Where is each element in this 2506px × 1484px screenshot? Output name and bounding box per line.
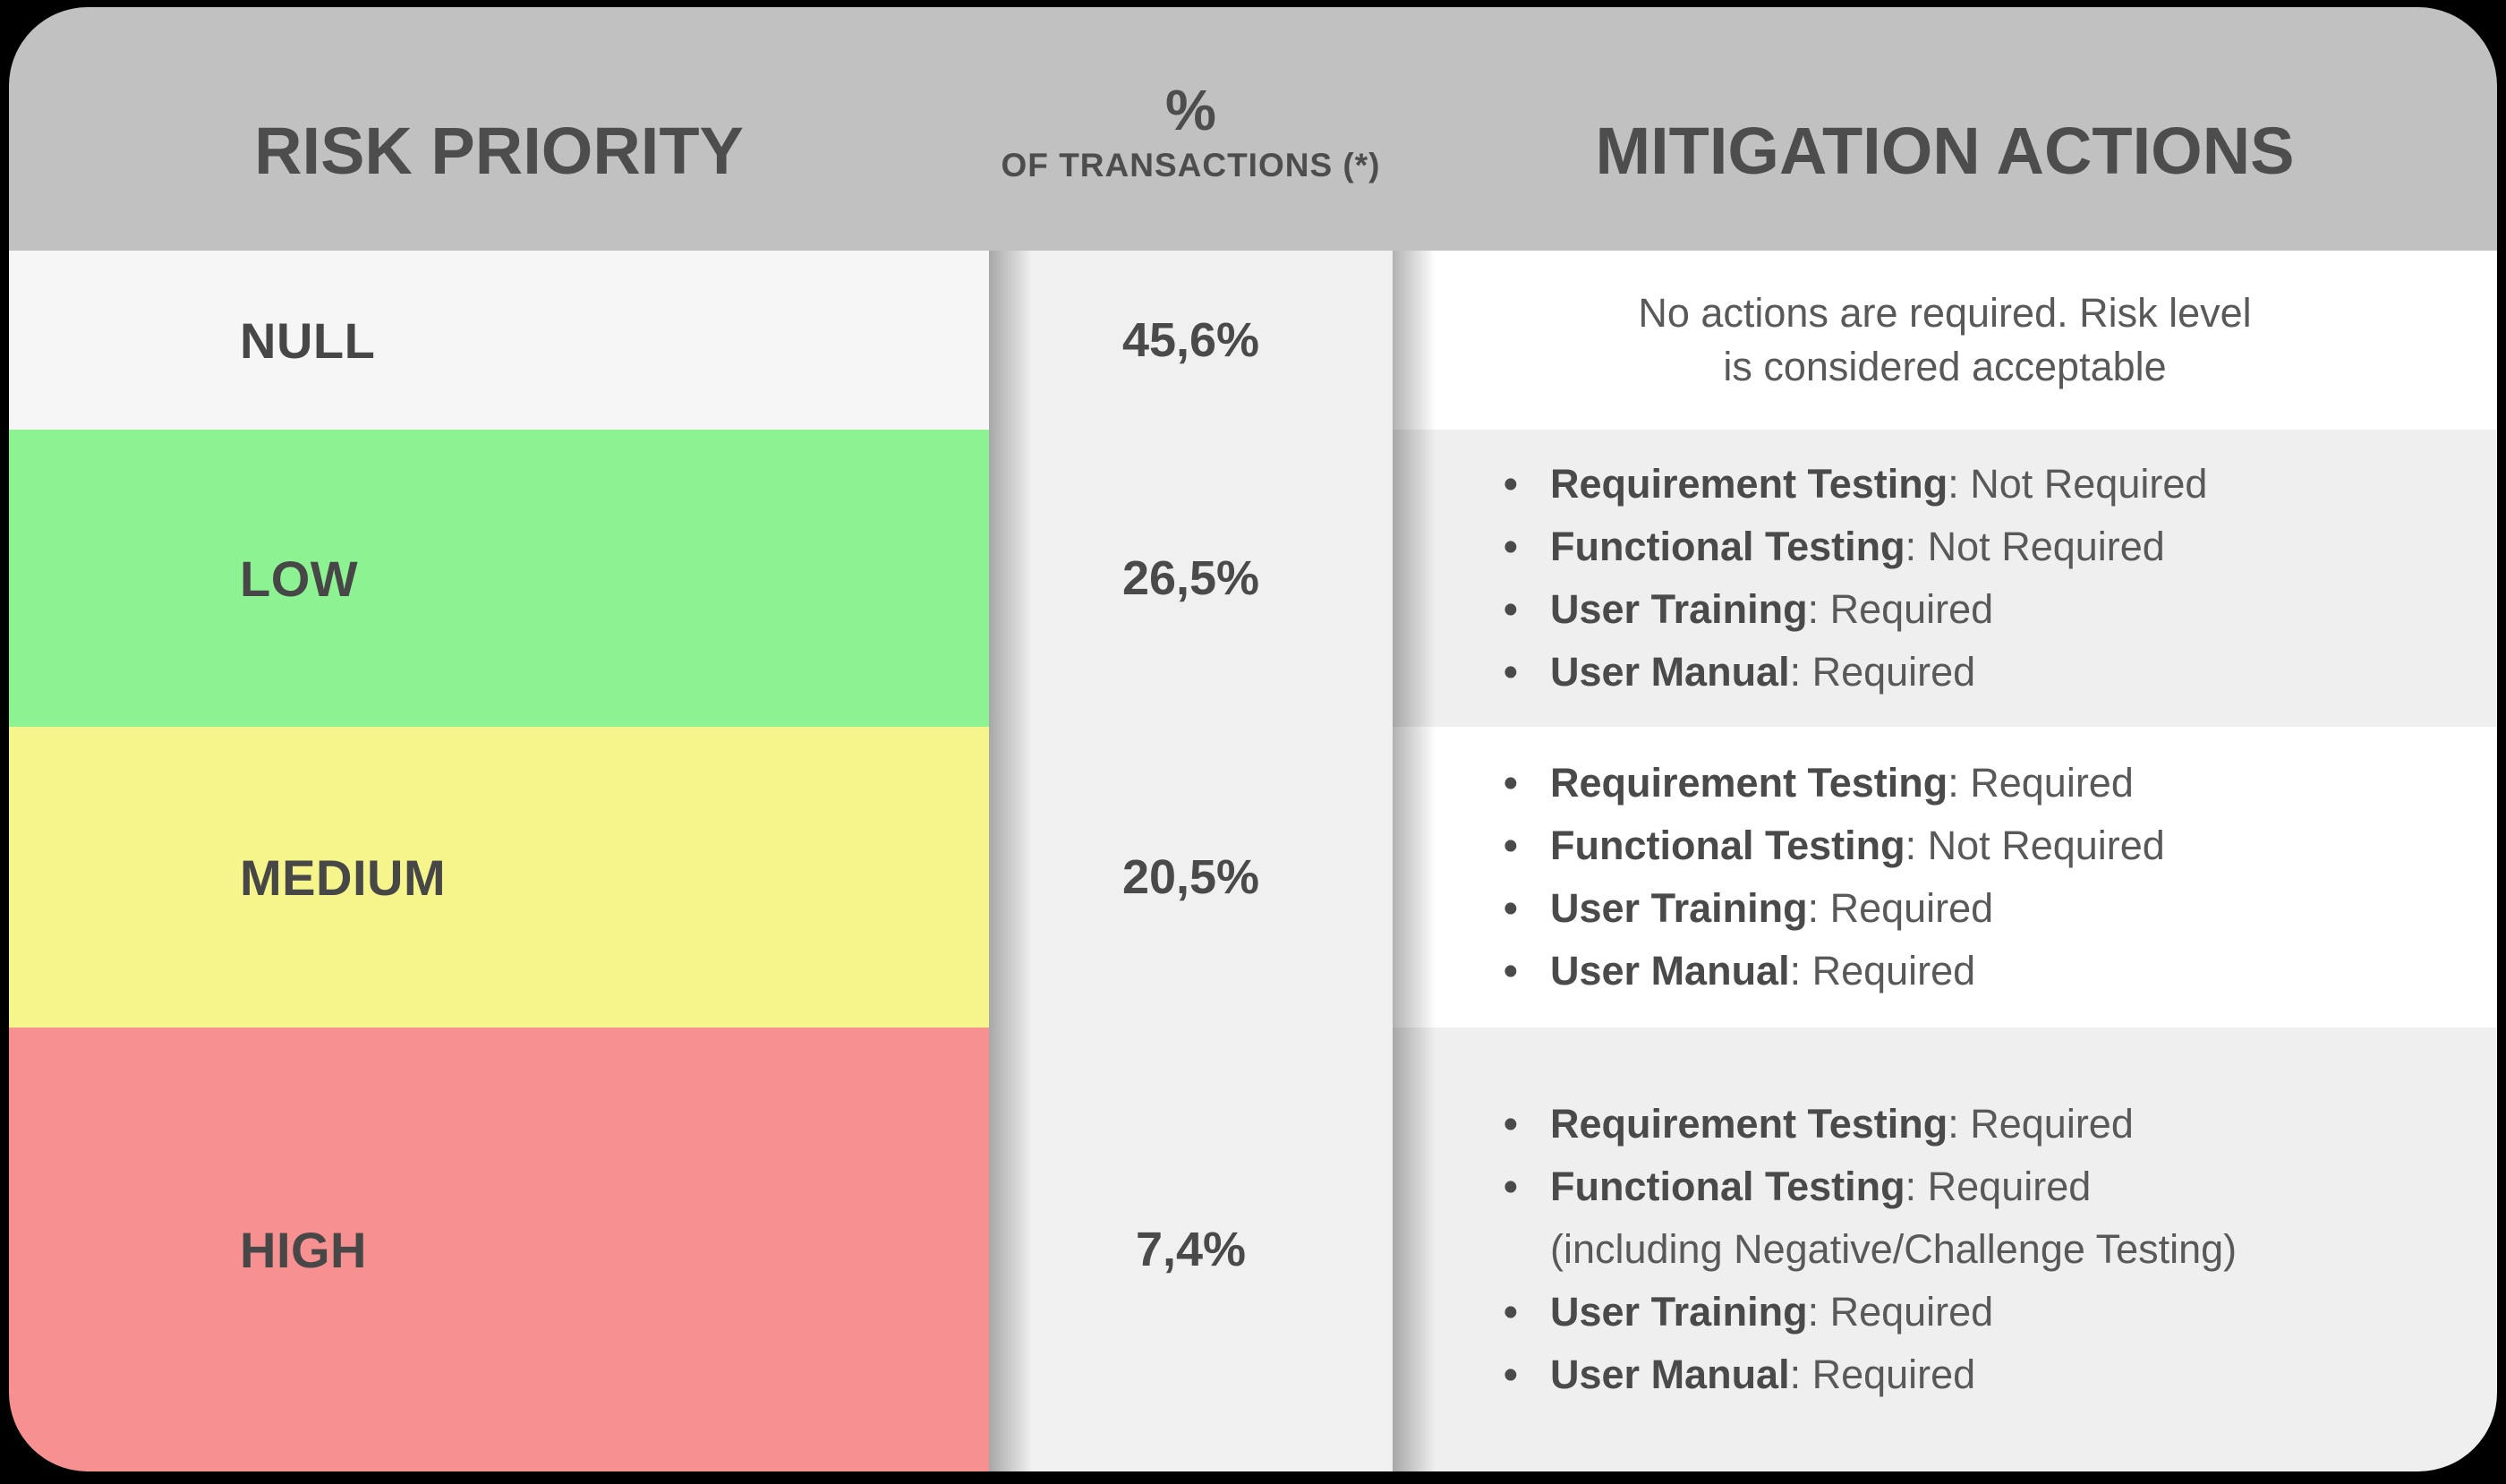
action-label: User Manual xyxy=(1550,649,1790,695)
action-item: • Requirement Testing: Required xyxy=(1498,752,2452,814)
no-action-text-line: is considered acceptable xyxy=(1723,344,2167,389)
action-item: • User Training: Required xyxy=(1498,1281,2452,1343)
action-value: : Required xyxy=(1807,885,1994,931)
action-label: User Manual xyxy=(1550,948,1790,994)
bullet-icon: • xyxy=(1504,885,1518,931)
percent-value: 26,5% xyxy=(1121,551,1260,605)
percent-value: 7,4% xyxy=(1135,1223,1247,1276)
action-item: • Requirement Testing: Required xyxy=(1498,1093,2452,1156)
percent-cell-low: 26,5% xyxy=(989,430,1393,727)
action-value: : Required xyxy=(1948,760,2134,806)
actions-panel-null: No actions are required. Risk level is co… xyxy=(1393,251,2497,430)
bullet-icon: • xyxy=(1504,524,1518,569)
action-item: • User Training: Required xyxy=(1498,877,2452,940)
action-note: (including Negative/Challenge Testing) xyxy=(1550,1226,2238,1272)
percent-cell-medium: 20,5% xyxy=(989,727,1393,1028)
action-item: • User Manual: Required xyxy=(1498,641,2452,704)
action-item: • Functional Testing: Required xyxy=(1498,1156,2452,1218)
action-value: : Required xyxy=(1905,1164,2092,1209)
action-label: Requirement Testing xyxy=(1550,461,1948,507)
action-value: : Required xyxy=(1807,586,1994,632)
actions-panel-medium: • Requirement Testing: Required • Functiona… xyxy=(1393,727,2497,1028)
percent-cell-high: 7,4% xyxy=(989,1028,1393,1471)
action-value: : Required xyxy=(1789,1352,1976,1397)
bullet-icon: • xyxy=(1504,948,1518,994)
bullet-icon: • xyxy=(1504,1352,1518,1397)
bullet-icon: • xyxy=(1504,1289,1518,1335)
header-risk-priority-label: RISK PRIORITY xyxy=(254,113,744,188)
action-item: • User Manual: Required xyxy=(1498,940,2452,1002)
action-label: User Training xyxy=(1550,1289,1808,1335)
bullet-icon: • xyxy=(1504,649,1518,695)
action-label: Requirement Testing xyxy=(1550,1101,1948,1147)
action-label: User Training xyxy=(1550,586,1808,632)
action-value: : Not Required xyxy=(1948,461,2208,507)
action-item: • Requirement Testing: Not Required xyxy=(1498,453,2452,516)
percent-column: 45,6% 26,5% 20,5% 7,4% xyxy=(989,251,1393,1471)
action-value: : Not Required xyxy=(1905,823,2165,868)
action-value: : Required xyxy=(1789,649,1976,695)
table-header: RISK PRIORITY % OF TRANSACTIONS (*) MITI… xyxy=(9,7,2497,251)
action-label: Functional Testing xyxy=(1550,823,1905,868)
header-risk-priority: RISK PRIORITY xyxy=(9,7,989,251)
action-label: Functional Testing xyxy=(1550,1164,1905,1209)
action-item: • Functional Testing: Not Required xyxy=(1498,814,2452,877)
action-value: : Required xyxy=(1789,948,1976,994)
percent-cell-null: 45,6% xyxy=(989,251,1393,430)
risk-level-cell-medium: MEDIUM xyxy=(9,727,989,1028)
risk-level-cell-high: HIGH xyxy=(9,1028,989,1471)
bullet-icon: • xyxy=(1504,1101,1518,1147)
actions-panel-low: • Requirement Testing: Not Required • Funct… xyxy=(1393,430,2497,727)
risk-priority-column: NULL LOW MEDIUM HIGH xyxy=(9,251,989,1471)
action-item: • User Training: Required xyxy=(1498,578,2452,641)
bullet-icon: • xyxy=(1504,461,1518,507)
action-label: User Training xyxy=(1550,885,1808,931)
percent-value: 45,6% xyxy=(1121,313,1260,367)
header-mitigation-actions: MITIGATION ACTIONS xyxy=(1393,7,2497,251)
bullet-icon: • xyxy=(1504,823,1518,868)
risk-level-label: MEDIUM xyxy=(240,849,447,906)
actions-panel-high: • Requirement Testing: Required • Functiona… xyxy=(1393,1028,2497,1471)
risk-level-label: HIGH xyxy=(240,1221,367,1278)
risk-level-label: LOW xyxy=(240,550,359,607)
mitigation-actions-column: No actions are required. Risk level is co… xyxy=(1393,251,2497,1471)
of-transactions-label: OF TRANSACTIONS (*) xyxy=(1001,147,1381,183)
risk-level-cell-low: LOW xyxy=(9,430,989,727)
action-label: Functional Testing xyxy=(1550,524,1905,569)
header-mitigation-actions-label: MITIGATION ACTIONS xyxy=(1595,113,2295,188)
action-item: • Functional Testing: Not Required xyxy=(1498,516,2452,578)
bullet-icon: • xyxy=(1504,1164,1518,1209)
no-action-text-line: No actions are required. Risk level xyxy=(1638,290,2252,336)
action-value: : Required xyxy=(1807,1289,1994,1335)
percent-symbol: % xyxy=(1165,78,1216,142)
action-label: Requirement Testing xyxy=(1550,760,1948,806)
action-value: : Not Required xyxy=(1905,524,2165,569)
risk-level-label: NULL xyxy=(240,311,376,369)
header-percent-of-transactions: % OF TRANSACTIONS (*) xyxy=(989,7,1393,251)
action-value: : Required xyxy=(1948,1101,2134,1147)
percent-value: 20,5% xyxy=(1121,850,1260,904)
bullet-icon: • xyxy=(1504,760,1518,806)
risk-table-card: RISK PRIORITY % OF TRANSACTIONS (*) MITI… xyxy=(9,7,2497,1471)
bullet-icon: • xyxy=(1504,586,1518,632)
risk-level-cell-null: NULL xyxy=(9,251,989,430)
action-item: • User Manual: Required xyxy=(1498,1343,2452,1406)
action-label: User Manual xyxy=(1550,1352,1790,1397)
